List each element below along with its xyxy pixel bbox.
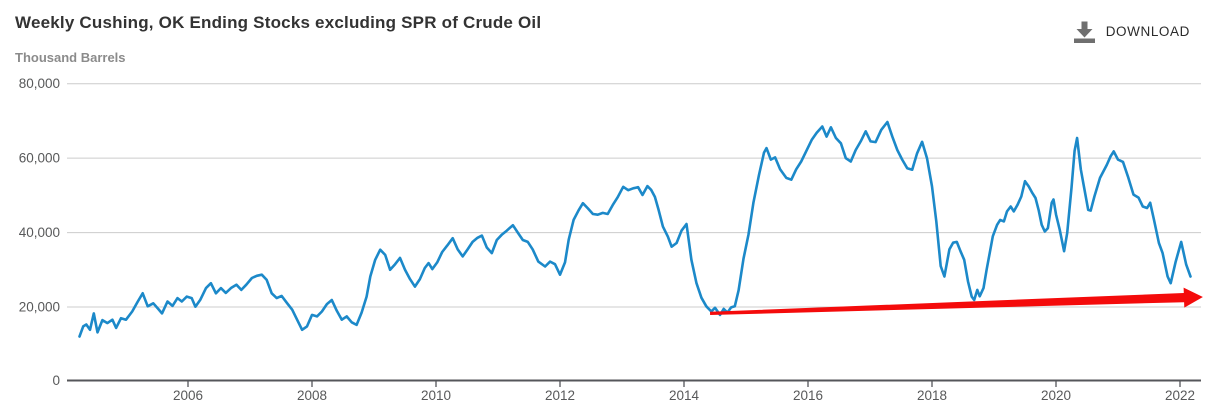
x-axis-tick-label: 2008 — [297, 388, 327, 403]
x-axis-tick-label: 2020 — [1041, 388, 1071, 403]
stocks-series-line — [78, 120, 1192, 338]
x-axis-tick-label: 2022 — [1165, 388, 1195, 403]
download-label: DOWNLOAD — [1105, 24, 1190, 39]
y-axis-tick-label: 20,000 — [19, 300, 60, 315]
y-axis-tick-label: 80,000 — [19, 76, 60, 91]
y-axis-units-label: Thousand Barrels — [15, 50, 126, 65]
x-axis-tick-label: 2010 — [421, 388, 451, 403]
y-axis-tick-label: 40,000 — [19, 225, 60, 240]
x-axis-tick-label: 2012 — [545, 388, 575, 403]
trend-arrow-annotation — [710, 287, 1203, 315]
download-button[interactable]: DOWNLOAD — [1068, 16, 1194, 47]
y-axis-tick-label: 60,000 — [19, 151, 60, 166]
y-axis-tick-label: 0 — [52, 373, 60, 388]
x-axis-tick-label: 2018 — [917, 388, 947, 403]
x-axis-tick-label: 2016 — [793, 388, 823, 403]
x-axis-tick-label: 2014 — [669, 388, 700, 403]
chart-title: Weekly Cushing, OK Ending Stocks excludi… — [15, 13, 542, 32]
x-axis-tick-label: 2006 — [173, 388, 203, 403]
download-icon — [1073, 21, 1095, 43]
